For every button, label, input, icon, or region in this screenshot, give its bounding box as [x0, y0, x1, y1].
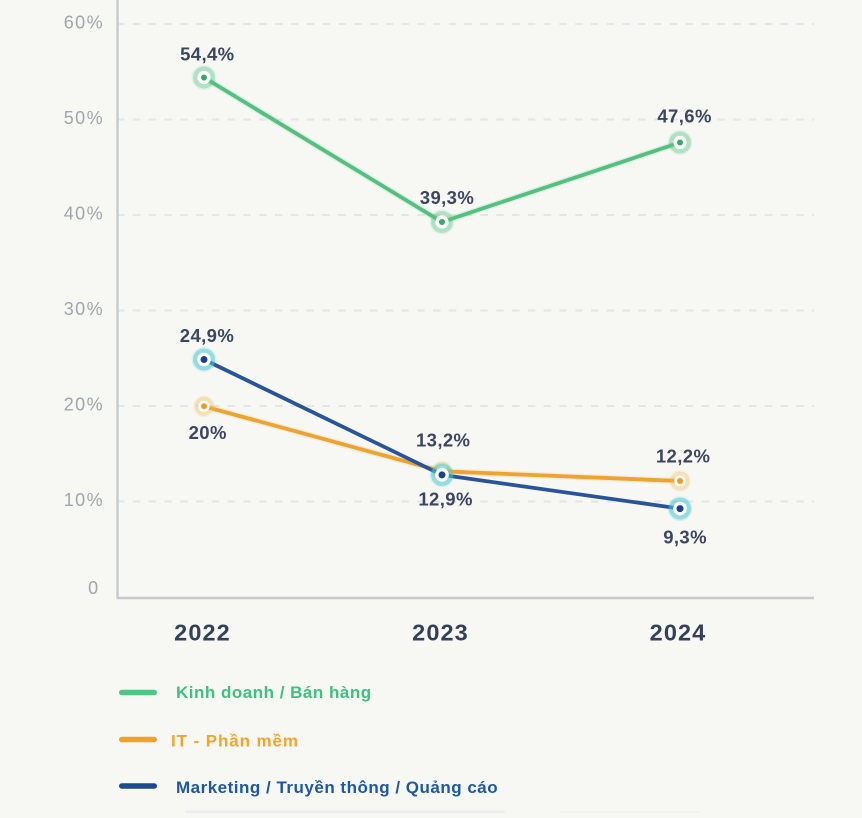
svg-text:13,2%: 13,2% [416, 430, 470, 451]
svg-text:39,3%: 39,3% [420, 187, 474, 208]
svg-text:0: 0 [88, 578, 99, 598]
svg-text:60%: 60% [64, 13, 104, 33]
svg-text:30%: 30% [64, 299, 104, 319]
svg-text:20%: 20% [64, 395, 104, 415]
svg-text:2023: 2023 [412, 620, 469, 646]
svg-text:2022: 2022 [174, 620, 231, 646]
svg-text:Kinh doanh / Bán hàng: Kinh doanh / Bán hàng [176, 683, 372, 702]
svg-text:9,3%: 9,3% [663, 526, 707, 547]
svg-text:54,4%: 54,4% [180, 44, 234, 65]
svg-text:24,9%: 24,9% [180, 325, 234, 346]
svg-text:40%: 40% [64, 204, 104, 224]
svg-text:50%: 50% [64, 108, 104, 128]
svg-text:10%: 10% [64, 490, 104, 510]
svg-text:12,9%: 12,9% [418, 488, 472, 509]
svg-text:Marketing / Truyền thông / Quả: Marketing / Truyền thông / Quảng cáo [176, 778, 498, 797]
svg-text:2024: 2024 [650, 620, 707, 646]
svg-text:20%: 20% [189, 422, 227, 443]
svg-text:12,2%: 12,2% [656, 445, 710, 466]
svg-text:IT - Phần mềm: IT - Phần mềm [171, 732, 299, 751]
svg-text:47,6%: 47,6% [657, 106, 711, 127]
